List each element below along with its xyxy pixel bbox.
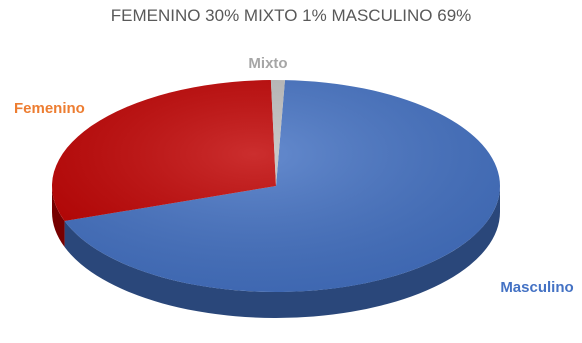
slice-label-masculino: Masculino bbox=[500, 279, 573, 296]
pie-top-shading bbox=[52, 80, 500, 292]
pie-side-femenino bbox=[52, 186, 65, 248]
slice-label-femenino: Femenino bbox=[14, 100, 85, 117]
chart-title: FEMENINO 30% MIXTO 1% MASCULINO 69% bbox=[110, 6, 472, 25]
slice-label-mixto: Mixto bbox=[248, 55, 287, 72]
pie-side-masculino bbox=[64, 186, 500, 319]
